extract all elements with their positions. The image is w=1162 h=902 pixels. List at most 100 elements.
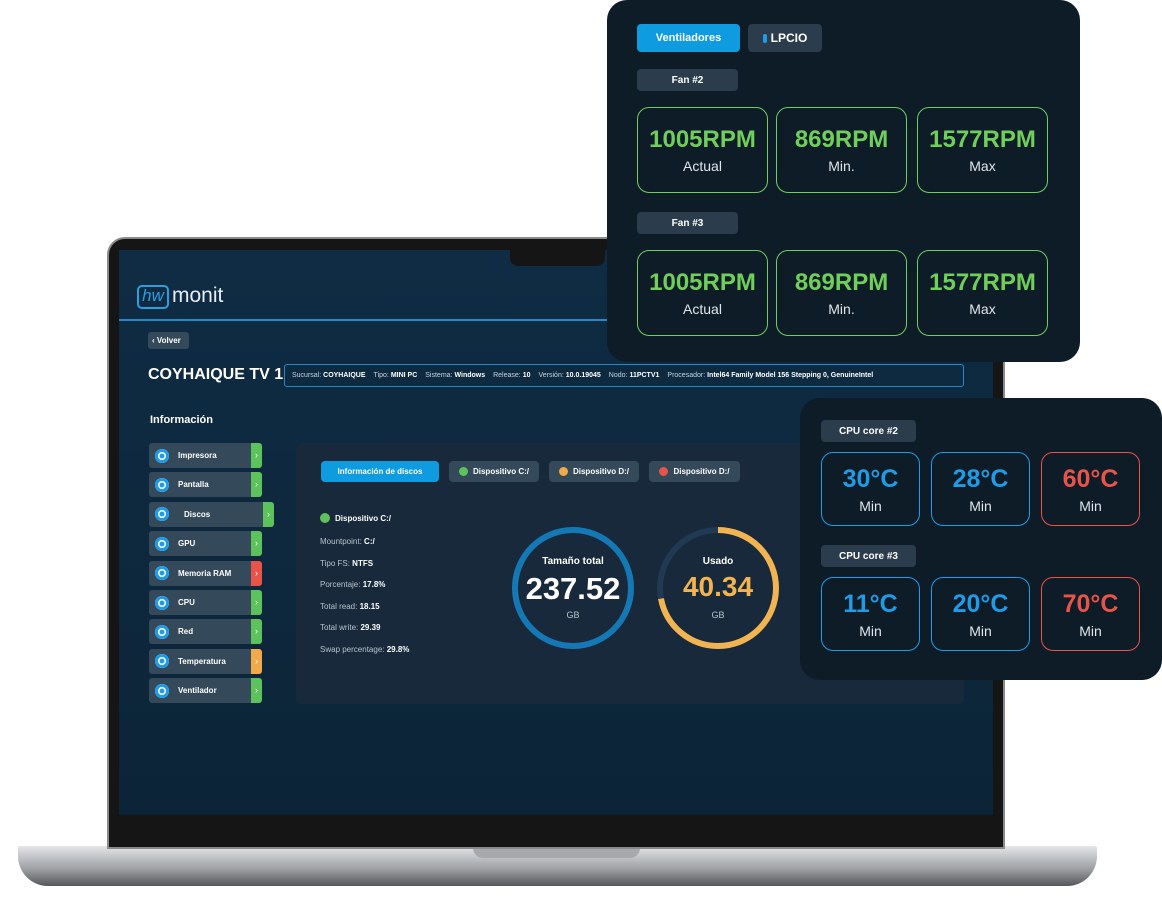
stat-label: Min [969,497,992,514]
laptop-notch-base [473,846,640,858]
stat-value: 1577RPM [929,269,1036,296]
header-line [119,319,993,321]
field-label: Tipo FS: [320,558,350,568]
disk-field: Total read: 18.15 [320,602,380,611]
stat-box: 30°C Min [821,452,920,526]
back-button[interactable]: ‹ Volver [148,332,189,349]
disk-tab[interactable]: Dispositivo D:/ [549,461,639,482]
info-label: Versión: [538,372,564,379]
sidebar-item[interactable]: GPU [149,531,251,557]
item-label: Ventilador [178,686,217,696]
fan-tab[interactable]: Ventiladores [637,24,740,52]
item-status: › [263,501,274,527]
info-label: Sistema: [425,372,453,379]
item-status: › [251,678,262,704]
stat-value: 869RPM [794,269,889,296]
gauge-ring [657,527,779,649]
stat-label: Min [859,497,882,514]
sidebar-item[interactable]: Ventilador [149,678,251,704]
sidebar-title: Información [150,414,213,426]
device-label: Dispositivo C:/ [335,513,392,523]
stat-box: 60°C Min [1041,452,1140,526]
sidebar-item[interactable]: Memoria RAM [149,560,251,586]
info-item: Versión: 10.0.19045 [539,372,601,379]
stat-label: Actual [683,301,722,317]
sidebar-item[interactable]: Pantalla [149,472,251,498]
item-status: › [251,619,262,645]
item-icon [155,566,169,581]
stat-value: 869RPM [794,126,889,153]
sidebar-item[interactable]: CPU [149,590,251,615]
disk-field: Total write: 29.39 [320,623,381,632]
stat-box: 70°C Min [1041,577,1140,651]
field-value: C:/ [364,537,375,546]
field-value: 17.8% [362,580,386,589]
disk-tab[interactable]: Información de discos [321,461,439,482]
camera-notch [510,250,605,266]
item-status: › [251,590,262,615]
field-label: Total write: [320,623,359,632]
item-label: Temperatura [178,656,226,666]
stat-value: 60°C [1062,464,1119,493]
disk-device: Dispositivo C:/ [320,513,391,523]
stat-label: Min [859,622,882,639]
item-icon [155,448,169,463]
status-dot [659,467,669,476]
tab-label: Dispositivo C:/ [472,467,529,476]
disk-tab[interactable]: Dispositivo C:/ [449,461,539,482]
stat-box: 1005RPM Actual [637,250,768,336]
gauge-value: 40.34 [682,571,754,602]
sidebar-item[interactable]: Temperatura [149,648,251,674]
stat-label: Max [969,158,996,174]
stat-label: Min [1079,622,1102,639]
gauge-unit: GB [711,610,725,620]
status-dot [320,513,330,523]
item-label: CPU [178,598,195,607]
item-icon [155,654,169,669]
stat-value: 20°C [952,589,1009,618]
tab-label: LPCIO [770,31,808,45]
field-label: Total read: [320,601,358,611]
logo-mark: hw [137,285,169,309]
info-item: Sucursal: COYHAIQUE [292,372,366,379]
sidebar-item[interactable]: Discos [149,501,263,527]
info-value: MINI PC [390,372,418,379]
sidebar-item[interactable]: Red [149,619,251,645]
item-status: › [251,648,262,674]
info-label: Nodo: [608,372,628,379]
stat-value: 28°C [952,464,1009,493]
stat-box: 28°C Min [931,452,1030,526]
disk-tab[interactable]: Dispositivo D:/ [649,461,740,482]
info-item: Release: 10 [493,372,530,379]
disk-field: Porcentaje: 17.8% [320,580,385,589]
item-label: Impresora [178,451,217,460]
gauge-value: 237.52 [525,571,621,606]
logo-name: monit [172,284,224,307]
info-label: Release: [493,372,521,379]
stat-value: 1005RPM [649,126,756,153]
info-item: Procesador: Intel64 Family Model 156 Ste… [667,372,873,379]
group-label: Fan #3 [637,212,738,234]
item-icon [155,536,169,551]
gauge-title: Usado [702,556,734,567]
fan-tab[interactable]: LPCIO [748,24,822,52]
disk-field: Swap percentage: 29.8% [320,645,409,654]
stat-label: Min [1079,497,1102,514]
status-dot [558,467,568,476]
item-icon [155,624,169,639]
stat-box: 1577RPM Max [917,107,1048,193]
tab-label: Dispositivo D:/ [572,467,629,476]
disk-field: Tipo FS: NTFS [320,559,373,568]
gauge-ring [512,527,634,649]
stat-label: Min [969,622,992,639]
item-status: › [251,531,262,557]
stat-value: 1005RPM [649,269,756,296]
info-value: COYHAIQUE [323,372,366,379]
stat-value: 30°C [842,464,899,493]
stat-box: 869RPM Min. [776,107,907,193]
sidebar-item[interactable]: Impresora [149,443,251,468]
info-value: Windows [454,372,486,379]
stat-box: 1005RPM Actual [637,107,768,193]
stat-value: 11°C [843,589,898,618]
field-label: Swap percentage: [320,644,385,654]
